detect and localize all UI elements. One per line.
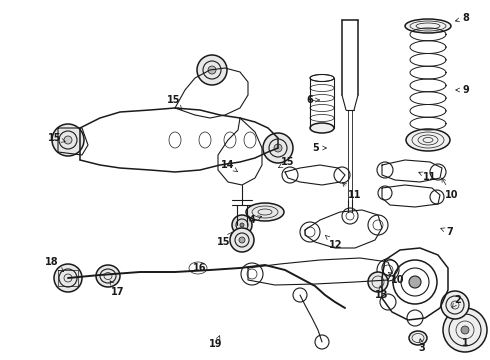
Circle shape: [208, 66, 216, 74]
Text: 11: 11: [343, 183, 362, 200]
Ellipse shape: [96, 265, 120, 287]
Text: 2: 2: [452, 295, 462, 308]
Text: 10: 10: [442, 178, 459, 200]
Ellipse shape: [406, 129, 450, 151]
Circle shape: [232, 215, 252, 235]
Circle shape: [54, 264, 82, 292]
Text: 6: 6: [307, 95, 319, 105]
Text: 4: 4: [248, 215, 262, 225]
Circle shape: [239, 237, 245, 243]
Text: 3: 3: [418, 339, 425, 353]
Text: 5: 5: [313, 143, 326, 153]
Text: 15: 15: [217, 232, 232, 247]
Circle shape: [263, 133, 293, 163]
Text: 17: 17: [110, 281, 125, 297]
Text: 1: 1: [462, 338, 468, 348]
Circle shape: [240, 223, 244, 227]
Text: 16: 16: [193, 263, 207, 273]
Text: 9: 9: [456, 85, 469, 95]
Circle shape: [409, 276, 421, 288]
Circle shape: [64, 136, 72, 144]
Text: 13: 13: [375, 286, 389, 300]
Text: 10: 10: [389, 272, 405, 285]
Ellipse shape: [246, 203, 284, 221]
Text: 14: 14: [221, 160, 238, 172]
Circle shape: [441, 291, 469, 319]
Circle shape: [461, 326, 469, 334]
Text: 11: 11: [419, 172, 437, 182]
Circle shape: [52, 124, 84, 156]
Text: 8: 8: [455, 13, 469, 23]
Text: 15: 15: [278, 157, 295, 168]
Text: 18: 18: [45, 257, 64, 272]
Circle shape: [443, 308, 487, 352]
Circle shape: [230, 228, 254, 252]
Circle shape: [274, 144, 282, 152]
Text: 19: 19: [209, 336, 223, 349]
Text: 12: 12: [325, 235, 343, 250]
Circle shape: [197, 55, 227, 85]
Text: 7: 7: [441, 227, 453, 237]
Ellipse shape: [409, 331, 427, 345]
Ellipse shape: [405, 19, 451, 33]
Text: 15: 15: [48, 133, 65, 143]
Text: 15: 15: [167, 95, 182, 110]
Circle shape: [368, 272, 388, 292]
Ellipse shape: [310, 123, 334, 133]
